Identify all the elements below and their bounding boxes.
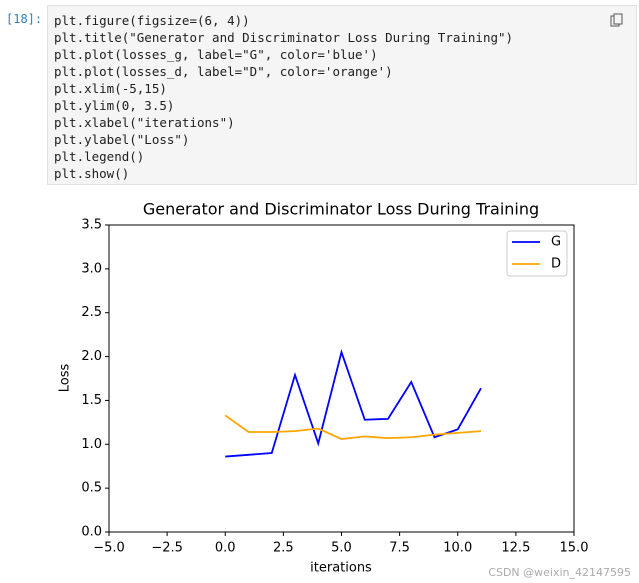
y-axis-label: Loss: [58, 364, 73, 393]
code-line: plt.plot(losses_g, label="G", color='blu…: [54, 47, 378, 62]
code-line: plt.legend(): [54, 149, 145, 164]
x-tick-label: −2.5: [151, 541, 183, 556]
y-tick-label: 3.0: [81, 261, 102, 276]
legend-label: G: [551, 235, 561, 250]
series-line: [225, 349, 482, 458]
x-tick-label: 2.5: [273, 541, 294, 556]
y-tick-label: 1.0: [81, 437, 102, 452]
x-tick-label: 10.0: [443, 541, 472, 556]
code-line: plt.plot(losses_d, label="D", color='ora…: [54, 64, 393, 79]
y-tick-label: 2.5: [81, 305, 102, 320]
code-line: plt.title("Generator and Discriminator L…: [54, 30, 514, 45]
y-tick-label: 0.5: [81, 481, 102, 496]
x-tick-label: 7.5: [389, 541, 410, 556]
x-axis-label: iterations: [310, 561, 372, 576]
copy-icon[interactable]: [610, 13, 624, 27]
plot-area: [108, 224, 575, 533]
series-line: [224, 414, 482, 440]
y-tick-label: 3.5: [81, 218, 102, 233]
code-line: plt.show(): [54, 166, 130, 181]
code-line: plt.figure(figsize=(6, 4)): [54, 13, 250, 28]
code-line: plt.xlabel("iterations"): [54, 115, 235, 130]
code-line: plt.xlim(-5,15): [54, 81, 167, 96]
code-cell[interactable]: plt.figure(figsize=(6, 4)) plt.title("Gen…: [47, 5, 637, 185]
watermark: CSDN @weixin_42147595: [488, 566, 631, 579]
x-tick-label: 0.0: [215, 541, 236, 556]
code-line: plt.ylim(0, 3.5): [54, 98, 175, 113]
legend-label: D: [551, 257, 561, 272]
y-tick-label: 0.0: [81, 525, 102, 540]
x-tick-label: 12.5: [501, 541, 530, 556]
code-line: plt.ylabel("Loss"): [54, 132, 190, 147]
cell-prompt: [18]:: [6, 12, 43, 26]
chart-title: Generator and Discriminator Loss During …: [143, 200, 539, 219]
x-tick-label: −5.0: [93, 541, 125, 556]
x-tick-label: 5.0: [331, 541, 352, 556]
x-tick-label: 15.0: [560, 541, 589, 556]
y-tick-label: 1.5: [81, 393, 102, 408]
y-tick-label: 2.0: [81, 349, 102, 364]
